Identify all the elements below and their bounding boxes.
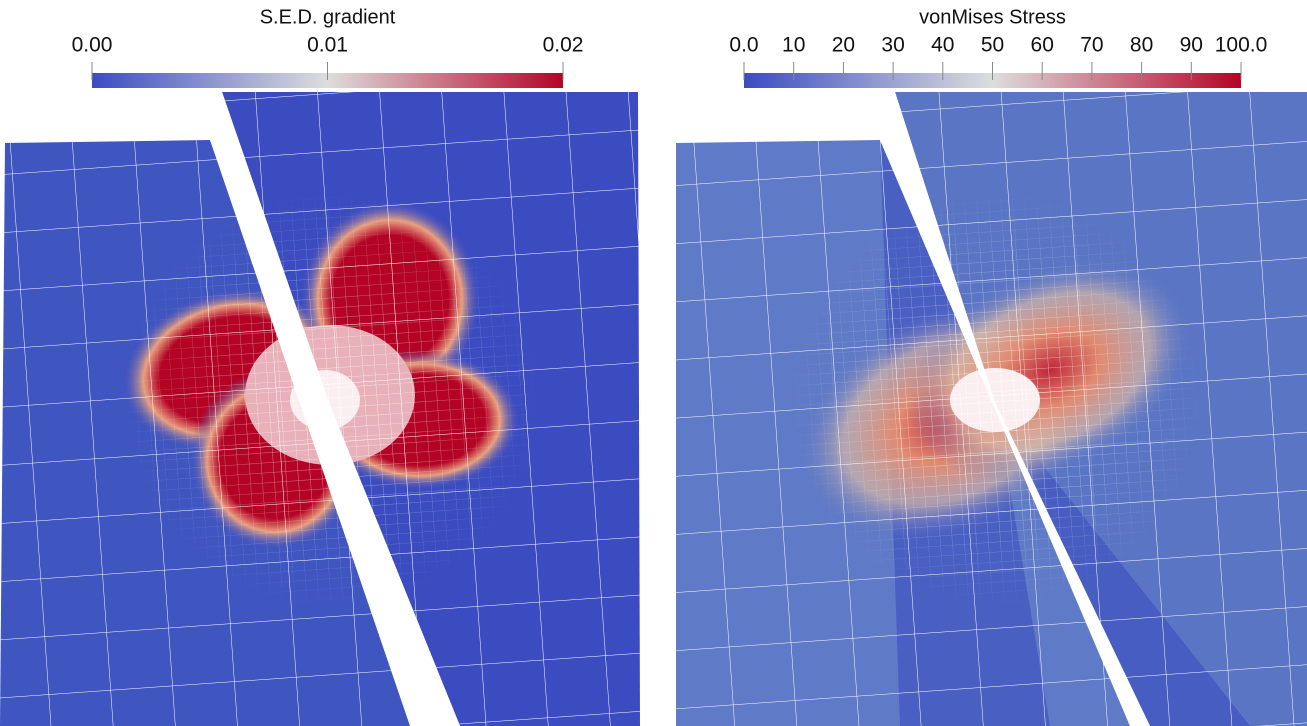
colorbar-tick-label: 80 xyxy=(1130,34,1153,57)
colorbar-tick-label: 20 xyxy=(832,34,855,57)
colorbar-title: vonMises Stress xyxy=(919,6,1066,28)
colorbar-tick-label: 40 xyxy=(931,34,954,57)
colorbar-tick-label: 30 xyxy=(881,34,904,57)
sed-field xyxy=(0,92,640,726)
colorbar-tick-label: 0.00 xyxy=(72,34,113,57)
colorbar-tick-label: 60 xyxy=(1031,34,1054,57)
colorbar-tick-label: 100.0 xyxy=(1215,34,1268,57)
colorbar xyxy=(92,73,563,88)
colorbar-tick-label: 90 xyxy=(1180,34,1203,57)
colorbar xyxy=(744,73,1241,88)
colorbar-tick-label: 10 xyxy=(782,34,805,57)
colorbar-tick-label: 0.01 xyxy=(307,34,348,57)
colorbar-tick-label: 0.0 xyxy=(729,34,758,57)
colorbar-tick-label: 0.02 xyxy=(543,34,584,57)
colorbar-tick-label: 70 xyxy=(1080,34,1103,57)
colorbar-title: S.E.D. gradient xyxy=(260,6,396,28)
colorbar-tick-label: 50 xyxy=(981,34,1004,57)
stress-field xyxy=(640,0,1307,726)
